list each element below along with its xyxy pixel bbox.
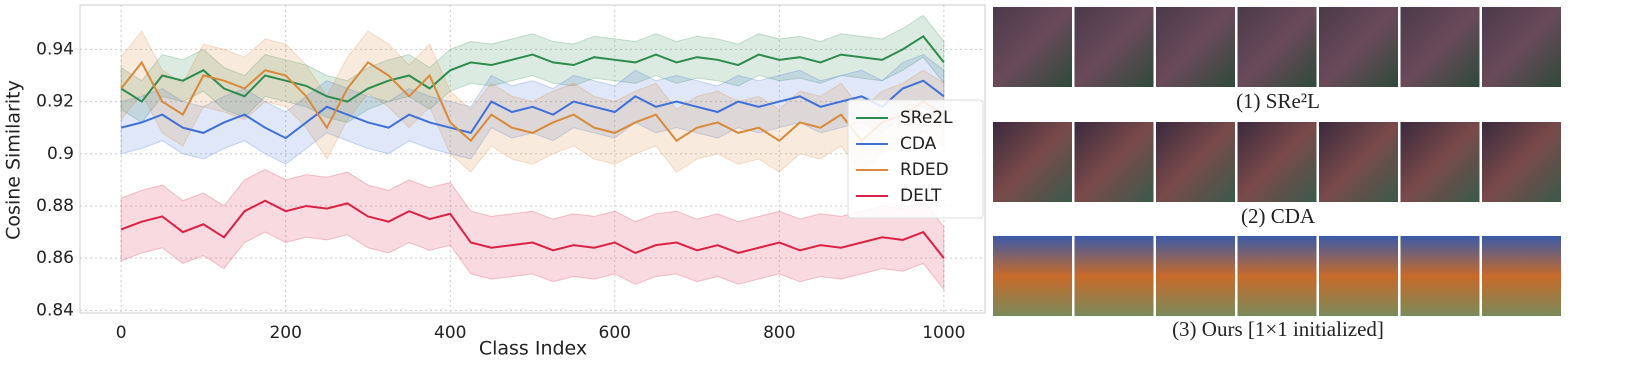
thumbnail [993, 122, 1072, 202]
y-axis-label: Cosine Similarity [3, 80, 25, 240]
x-tick-label: 800 [763, 323, 795, 343]
legend-box [847, 99, 984, 219]
thumbnail [1074, 7, 1154, 87]
confidence-band [120, 168, 945, 291]
line [120, 34, 945, 103]
x-tick-label: 0 [116, 323, 127, 343]
thumbnail [993, 236, 1072, 316]
y-tick-label: 0.88 [36, 196, 74, 216]
x-axis-label: Class Index [479, 338, 587, 360]
caption: (1) SRe²L [1236, 89, 1320, 113]
caption: (3) Ours [1×1 initialized] [1172, 317, 1384, 341]
y-tick-label: 0.9 [47, 144, 74, 164]
thumbnail [1237, 7, 1317, 87]
thumbnail [1400, 236, 1480, 316]
x-tick-label: 600 [599, 323, 631, 343]
legend-label: CDA [900, 134, 937, 154]
caption: (2) CDA [1241, 204, 1316, 228]
thumbnail [1237, 122, 1317, 202]
y-tick-label: 0.84 [36, 300, 74, 320]
thumbnail [1482, 122, 1561, 202]
thumbnail [1156, 122, 1235, 202]
legend-label: RDED [900, 160, 949, 180]
thumbnail [1319, 122, 1398, 202]
y-tick-label: 0.92 [36, 92, 74, 112]
thumbnail [1400, 122, 1480, 202]
thumbnail [1319, 7, 1398, 87]
image-grid [993, 7, 1561, 316]
thumbnail [1237, 236, 1317, 316]
thumbnail [1319, 236, 1398, 316]
x-tick-label: 1000 [922, 323, 965, 343]
y-tick-label: 0.94 [36, 39, 74, 59]
thumbnail [1482, 7, 1561, 87]
legend-label: DELT [900, 186, 942, 206]
line [120, 79, 945, 140]
thumbnail [1400, 7, 1480, 87]
x-tick-label: 400 [434, 323, 466, 343]
legend-label: SRe2L [900, 108, 953, 128]
line [120, 60, 945, 143]
y-tick-label: 0.86 [36, 248, 74, 268]
thumbnail [1482, 236, 1561, 316]
thumbnail [1156, 7, 1235, 87]
thumbnail [993, 7, 1072, 87]
line [120, 199, 945, 259]
x-tick-label: 200 [269, 323, 301, 343]
thumbnail [1074, 122, 1154, 202]
thumbnail [1074, 236, 1154, 316]
thumbnail [1156, 236, 1235, 316]
